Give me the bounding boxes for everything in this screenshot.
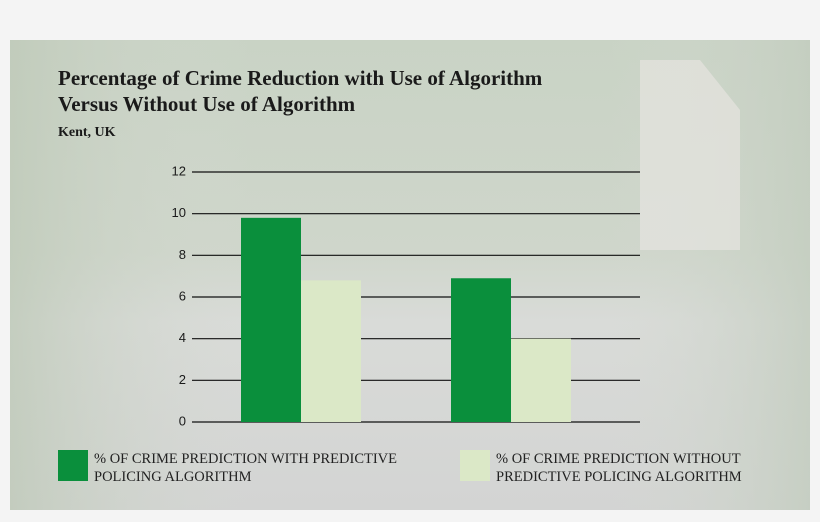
legend-swatch (460, 450, 490, 481)
chart-title: Percentage of Crime Reduction with Use o… (58, 66, 543, 90)
y-tick-label: 2 (179, 372, 186, 387)
legend-item: % of crime prediction with predictive po… (58, 450, 424, 486)
y-tick-label: 0 (179, 413, 186, 428)
bar (451, 278, 511, 422)
plot-area: 0 2 4 6 8 10 12 (172, 163, 640, 428)
legend-swatch (58, 450, 88, 481)
y-tick-label: 4 (179, 330, 186, 345)
y-tick-label: 10 (172, 205, 186, 220)
legend-label: % of crime prediction with predictive po… (94, 451, 398, 485)
y-tick-label: 12 (172, 163, 186, 178)
legend-label: % of crime prediction without predictive… (496, 451, 742, 485)
bar (511, 338, 571, 422)
legend-item: % of crime prediction without predictive… (460, 450, 771, 486)
chart-subtitle: Kent, UK (58, 125, 116, 140)
chart-title-line2: Versus Without Use of Algorithm (58, 92, 356, 116)
bar (241, 217, 301, 422)
bar (301, 280, 361, 422)
y-tick-label: 8 (179, 247, 186, 262)
background-house (640, 60, 740, 250)
y-tick-label: 6 (179, 288, 186, 303)
